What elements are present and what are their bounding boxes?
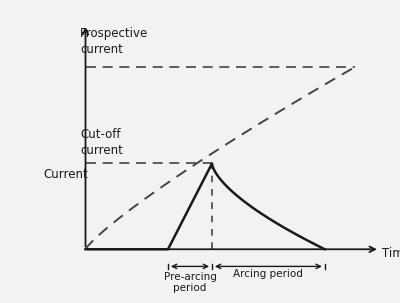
Text: Arcing period: Arcing period [234,268,303,278]
Text: Current: Current [44,168,89,181]
Text: Time: Time [382,247,400,260]
Text: Pre-arcing
period: Pre-arcing period [164,272,216,293]
Text: Cut-off
current: Cut-off current [80,128,123,157]
Text: Prospective
current: Prospective current [80,27,148,56]
